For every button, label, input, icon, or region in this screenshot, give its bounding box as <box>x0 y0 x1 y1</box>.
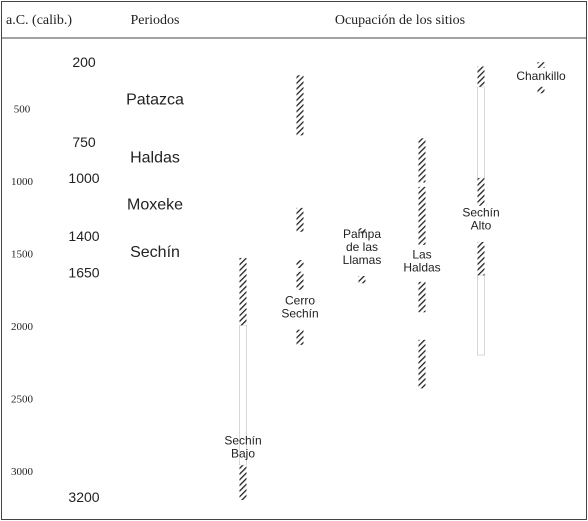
y-tick-label: 3000 <box>11 466 34 478</box>
occupation-segment <box>296 329 304 345</box>
site-label: Pampa <box>343 227 381 241</box>
period-bound: 3200 <box>68 489 99 505</box>
period-bound: 750 <box>72 134 96 150</box>
site-label: Las <box>412 248 431 262</box>
site-label: Bajo <box>231 447 255 461</box>
period-bound: 1400 <box>68 228 99 244</box>
site-label: de las <box>346 240 378 254</box>
occupation-segment <box>296 260 304 269</box>
y-axis-label: a.C. (calib.) <box>6 13 72 28</box>
occupation-segment <box>239 465 247 501</box>
site-label: Sechín <box>224 434 261 448</box>
y-tick-label: 500 <box>14 104 31 116</box>
period-bound: 200 <box>72 54 96 70</box>
y-tick-label: 1500 <box>11 249 34 261</box>
occupation-segment <box>296 75 304 136</box>
site-label: Chankillo <box>516 69 566 83</box>
site-label: Cerro <box>285 294 315 308</box>
period-name: Sechín <box>130 244 180 261</box>
y-tick-label: 1000 <box>11 176 34 188</box>
periods-header: Periodos <box>131 13 180 28</box>
occupation-segment <box>358 228 366 234</box>
occupation-segment <box>418 138 426 183</box>
occupation-segment <box>418 339 426 389</box>
period-name: Patazca <box>126 92 184 109</box>
occupation-segment <box>477 178 485 206</box>
period-name: Moxeke <box>127 197 183 214</box>
occupation-segment <box>239 257 247 326</box>
occupation-segment <box>358 276 366 284</box>
y-tick-label: 2000 <box>11 321 34 333</box>
gap-segment <box>477 86 485 179</box>
site-label: Sechín <box>281 307 318 321</box>
period-bound: 1000 <box>68 170 99 186</box>
occupation-segment <box>296 207 304 232</box>
occupation-segment <box>537 86 545 94</box>
y-tick-label: 2500 <box>11 394 34 406</box>
site-label: Sechín <box>462 206 499 220</box>
occupation-segment <box>296 271 304 290</box>
occupation-segment <box>537 62 545 68</box>
site-label: Haldas <box>403 261 440 275</box>
occupation-segment <box>477 66 485 87</box>
site-label: Llamas <box>343 253 382 267</box>
gap-segment <box>477 274 485 356</box>
period-bound: 1650 <box>68 264 99 280</box>
site-label: Alto <box>471 219 492 233</box>
sites-header: Ocupación de los sitios <box>335 13 465 28</box>
occupation-segment <box>418 281 426 313</box>
occupation-segment <box>477 241 485 276</box>
period-name: Haldas <box>130 150 180 167</box>
occupation-segment <box>418 186 426 245</box>
